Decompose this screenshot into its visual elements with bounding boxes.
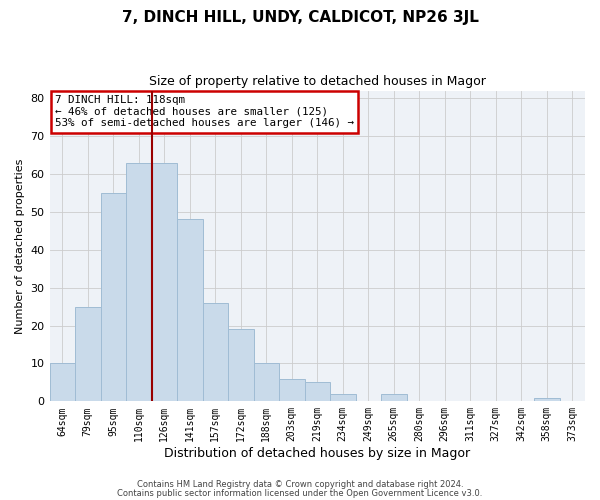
Bar — [126, 162, 152, 402]
Y-axis label: Number of detached properties: Number of detached properties — [15, 158, 25, 334]
Bar — [228, 330, 254, 402]
Bar — [279, 378, 305, 402]
Bar — [101, 193, 126, 402]
Bar — [381, 394, 407, 402]
Bar — [177, 220, 203, 402]
Bar — [305, 382, 330, 402]
Title: Size of property relative to detached houses in Magor: Size of property relative to detached ho… — [149, 75, 486, 88]
X-axis label: Distribution of detached houses by size in Magor: Distribution of detached houses by size … — [164, 447, 470, 460]
Bar — [152, 162, 177, 402]
Bar — [534, 398, 560, 402]
Bar — [254, 364, 279, 402]
Text: 7 DINCH HILL: 118sqm
← 46% of detached houses are smaller (125)
53% of semi-deta: 7 DINCH HILL: 118sqm ← 46% of detached h… — [55, 95, 354, 128]
Bar — [330, 394, 356, 402]
Text: Contains HM Land Registry data © Crown copyright and database right 2024.: Contains HM Land Registry data © Crown c… — [137, 480, 463, 489]
Text: Contains public sector information licensed under the Open Government Licence v3: Contains public sector information licen… — [118, 488, 482, 498]
Bar — [75, 306, 101, 402]
Bar — [203, 303, 228, 402]
Bar — [50, 364, 75, 402]
Text: 7, DINCH HILL, UNDY, CALDICOT, NP26 3JL: 7, DINCH HILL, UNDY, CALDICOT, NP26 3JL — [122, 10, 478, 25]
